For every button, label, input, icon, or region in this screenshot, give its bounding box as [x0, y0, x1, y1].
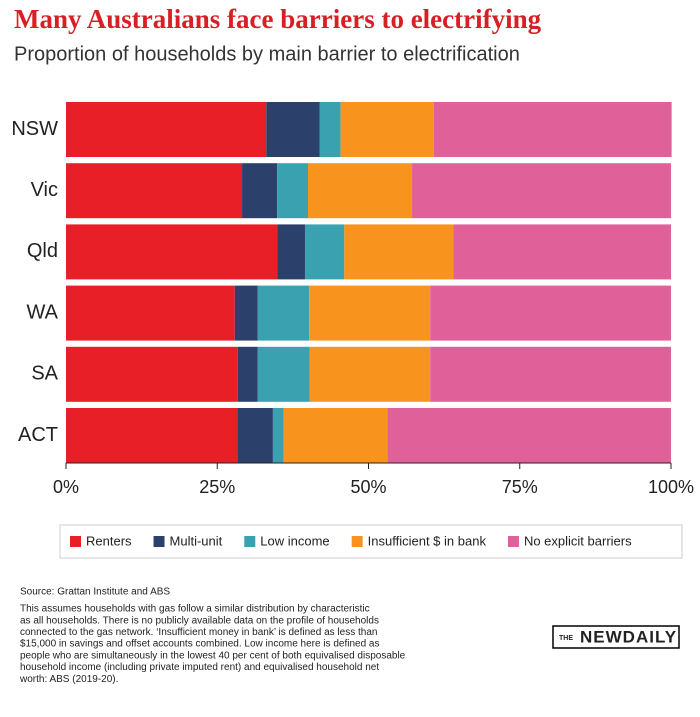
bar-segment: [309, 285, 431, 341]
y-tick-label: SA: [31, 363, 58, 385]
bar-segment: [237, 408, 273, 463]
bar-segment: [66, 102, 267, 157]
note-line: worth: ABS (2019-20).: [19, 674, 118, 685]
note-line: household income (including private impu…: [20, 662, 379, 673]
bar-segment: [433, 102, 672, 157]
bar-segment: [283, 408, 388, 463]
bar-segment: [412, 163, 671, 219]
bar-segment: [340, 102, 434, 157]
x-tick-label: 25%: [199, 477, 235, 497]
note-line: This assumes households with gas follow …: [20, 604, 370, 615]
x-tick-label: 50%: [350, 477, 386, 497]
legend-swatch: [153, 536, 165, 547]
y-tick-label: Qld: [27, 240, 58, 262]
legend-box: [59, 524, 683, 559]
bar-segment: [309, 346, 431, 402]
logo-box: [552, 625, 680, 649]
bar-segment: [66, 285, 235, 341]
bar-segment: [66, 163, 243, 219]
y-tick-label: WA: [27, 301, 59, 323]
legend-swatch: [507, 536, 519, 547]
legend-label: Low income: [260, 533, 329, 548]
source: Source: Grattan Institute and ABS: [20, 587, 170, 598]
legend-label: No explicit barriers: [524, 533, 632, 548]
bar-segment: [319, 102, 341, 157]
legend-swatch: [70, 536, 81, 547]
logo-prefix: THE: [559, 635, 573, 642]
bar-segment: [66, 408, 238, 463]
x-tick-label: 100%: [648, 477, 694, 497]
x-tick-label: 0%: [53, 477, 79, 497]
bar-segment: [266, 102, 320, 157]
y-tick-label: NSW: [11, 118, 58, 140]
x-tick-label: 75%: [502, 477, 538, 497]
legend-swatch: [244, 536, 256, 547]
bar-segment: [387, 408, 671, 463]
bar-segment: [257, 285, 310, 341]
note-line: connected to the gas network. ‘Insuffici…: [20, 627, 377, 638]
chart-title: Many Australians face barriers to electr…: [14, 4, 542, 34]
bar-segment: [234, 285, 258, 341]
y-tick-label: ACT: [18, 424, 58, 446]
note-line: people who are simultaneously in the low…: [20, 650, 406, 661]
note-line: $15,000 in savings and offset accounts c…: [20, 639, 380, 650]
bar-segment: [272, 408, 284, 463]
bar-segment: [277, 163, 308, 219]
logo-name: NEWDAILY: [580, 627, 677, 646]
bar-segment: [277, 224, 305, 280]
bar-segment: [257, 346, 310, 402]
chart-subtitle: Proportion of households by main barrier…: [14, 43, 520, 65]
bar-segment: [304, 224, 345, 280]
bar-segment: [430, 346, 671, 402]
legend-label: Renters: [86, 533, 132, 548]
note-line: as all households. There is no publicly …: [20, 615, 379, 626]
bar-segment: [453, 224, 671, 280]
bar-segment: [344, 224, 454, 280]
bar-segment: [237, 346, 258, 402]
legend-label: Multi-unit: [170, 533, 223, 548]
legend-swatch: [351, 536, 363, 547]
bar-segment: [66, 224, 278, 280]
legend-label: Insufficient $ in bank: [368, 533, 487, 548]
bar-segment: [430, 285, 671, 341]
bar-segment: [242, 163, 278, 219]
bar-segment: [66, 346, 238, 402]
y-tick-label: Vic: [31, 179, 58, 201]
bar-segment: [308, 163, 413, 219]
